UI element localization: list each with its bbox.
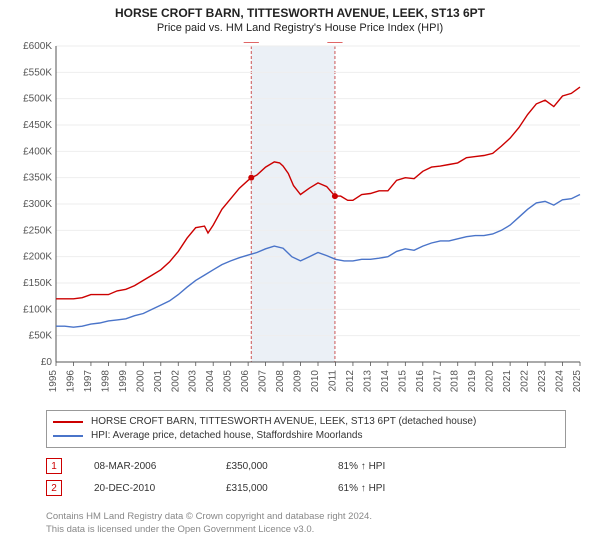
sale-rows: 1 08-MAR-2006 £350,000 81% ↑ HPI 2 20-DEC-201… (46, 458, 566, 502)
x-tick-label: 2014 (380, 370, 391, 393)
y-tick-label: £400K (23, 146, 52, 157)
x-tick-label: 2018 (450, 370, 461, 393)
sale-marker-box: 1 (46, 458, 62, 474)
y-tick-label: £500K (23, 94, 52, 105)
sale-date: 20-DEC-2010 (94, 483, 194, 494)
x-tick-label: 2009 (293, 370, 304, 393)
x-tick-label: 2024 (555, 370, 566, 393)
x-tick-label: 2003 (188, 370, 199, 393)
x-tick-label: 2006 (240, 370, 251, 393)
x-tick-label: 2010 (310, 370, 321, 393)
y-tick-label: £450K (23, 120, 52, 131)
x-tick-label: 2022 (520, 370, 531, 393)
x-tick-label: 1997 (83, 370, 94, 393)
sale-dot (248, 175, 254, 181)
chart-container: HORSE CROFT BARN, TITTESWORTH AVENUE, LE… (0, 0, 600, 560)
y-tick-label: £100K (23, 304, 52, 315)
y-tick-label: £300K (23, 199, 52, 210)
x-tick-label: 2012 (345, 370, 356, 393)
y-tick-label: £350K (23, 173, 52, 184)
x-tick-label: 2005 (223, 370, 234, 393)
sale-pct: 81% ↑ HPI (338, 461, 458, 472)
x-tick-label: 2000 (135, 370, 146, 393)
x-tick-label: 1999 (118, 370, 129, 393)
x-tick-label: 2015 (397, 370, 408, 393)
y-tick-label: £200K (23, 252, 52, 263)
sale-date: 08-MAR-2006 (94, 461, 194, 472)
x-tick-label: 2021 (502, 370, 513, 393)
titles: HORSE CROFT BARN, TITTESWORTH AVENUE, LE… (0, 0, 600, 34)
chart-svg: £0 £50K £100K £150K £200K £250K £300K £350K £400… (10, 42, 590, 402)
footer-line-1: Contains HM Land Registry data © Crown c… (46, 510, 566, 523)
x-tick-label: 1995 (48, 370, 59, 393)
x-tick-label: 2016 (415, 370, 426, 393)
footer-line-2: This data is licensed under the Open Gov… (46, 523, 566, 536)
x-tick-label: 2011 (327, 370, 338, 392)
sale-row: 1 08-MAR-2006 £350,000 81% ↑ HPI (46, 458, 566, 474)
y-tick-label: £150K (23, 278, 52, 289)
legend-box: HORSE CROFT BARN, TITTESWORTH AVENUE, LE… (46, 410, 566, 448)
legend-label: HORSE CROFT BARN, TITTESWORTH AVENUE, LE… (91, 415, 476, 429)
legend-swatch (53, 421, 83, 423)
legend-label: HPI: Average price, detached house, Staf… (91, 429, 362, 443)
x-tick-label: 2013 (362, 370, 373, 393)
sale-price: £315,000 (226, 483, 306, 494)
y-tick-label: £0 (41, 357, 53, 368)
sale-row: 2 20-DEC-2010 £315,000 61% ↑ HPI (46, 480, 566, 496)
sale-pct: 61% ↑ HPI (338, 483, 458, 494)
x-tick-label: 2025 (572, 370, 583, 393)
x-tick-label: 2007 (258, 370, 269, 393)
x-tick-label: 1996 (65, 370, 76, 393)
footer-attribution: Contains HM Land Registry data © Crown c… (46, 510, 566, 536)
x-tick-label: 2001 (153, 370, 164, 393)
y-tick-label: £600K (23, 42, 52, 52)
legend-row: HPI: Average price, detached house, Staf… (53, 429, 559, 443)
chart-area: £0 £50K £100K £150K £200K £250K £300K £350K £400… (10, 42, 590, 402)
x-tick-label: 2019 (467, 370, 478, 393)
sale-marker-box: 2 (46, 480, 62, 496)
legend-swatch (53, 435, 83, 437)
chart-title: HORSE CROFT BARN, TITTESWORTH AVENUE, LE… (0, 6, 600, 20)
legend-row: HORSE CROFT BARN, TITTESWORTH AVENUE, LE… (53, 415, 559, 429)
x-tick-label: 2020 (485, 370, 496, 393)
chart-subtitle: Price paid vs. HM Land Registry's House … (0, 22, 600, 34)
x-tick-label: 2002 (170, 370, 181, 393)
x-tick-label: 2023 (537, 370, 548, 393)
x-tick-label: 2008 (275, 370, 286, 393)
y-tick-label: £550K (23, 67, 52, 78)
x-tick-label: 2017 (432, 370, 443, 393)
x-tick-label: 2004 (205, 370, 216, 393)
sale-dot (332, 193, 338, 199)
y-tick-label: £50K (29, 331, 53, 342)
sale-price: £350,000 (226, 461, 306, 472)
y-tick-label: £250K (23, 225, 52, 236)
x-tick-label: 1998 (100, 370, 111, 393)
